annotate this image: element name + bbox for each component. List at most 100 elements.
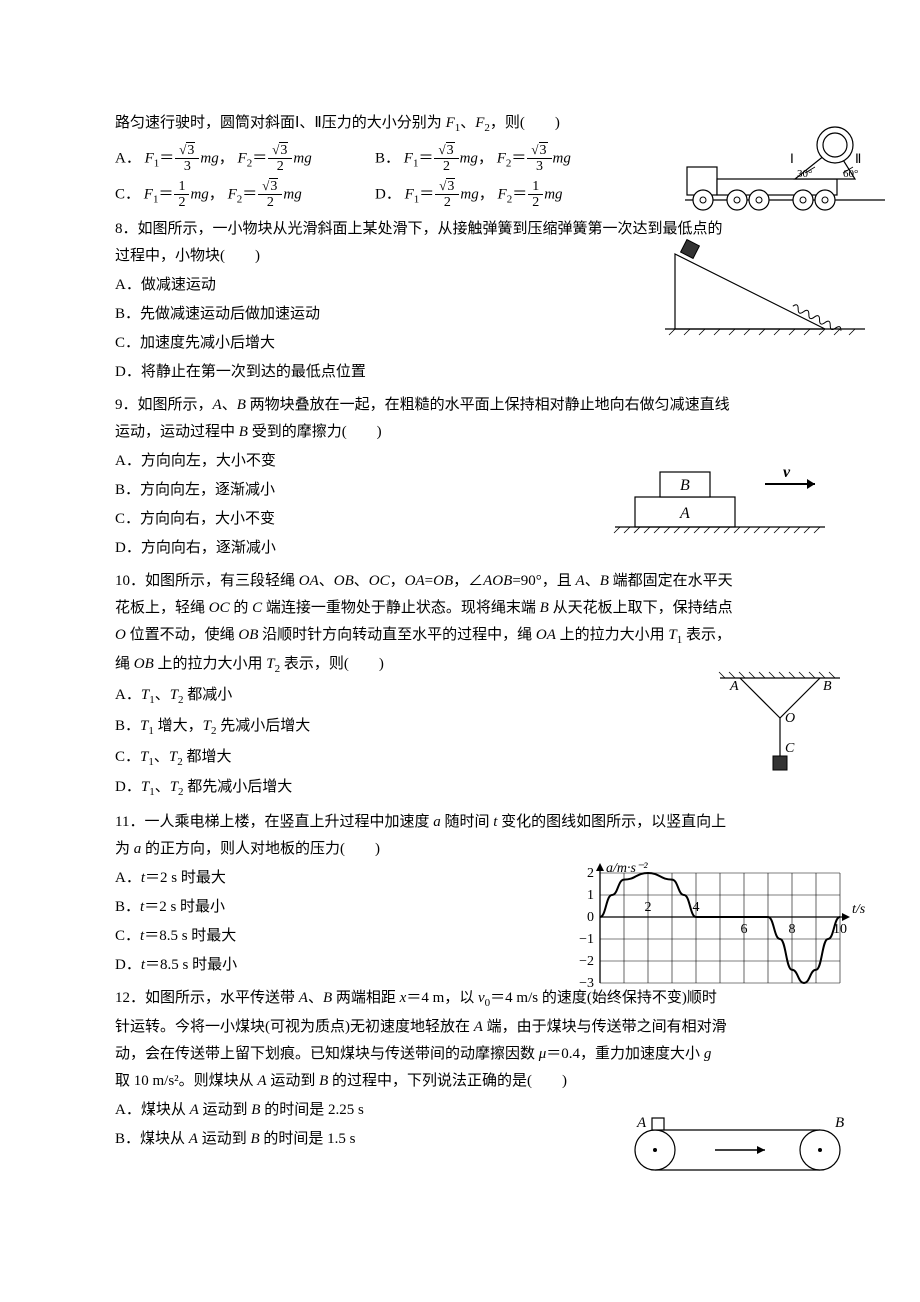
q8-stem-l1: 8．如图所示，一小物块从光滑斜面上某处滑下，从接触弹簧到压缩弹簧第一次达到最低点…	[115, 216, 825, 243]
q9-fig-B: B	[680, 477, 690, 494]
t: 上的拉力大小用	[154, 656, 267, 672]
t: ＝8.5 s 时最小	[145, 957, 237, 973]
v: OA	[405, 573, 425, 589]
t: 的	[230, 600, 253, 616]
incline-svg	[665, 244, 865, 344]
question-10: A B O C 10．如图所示，有三段轻绳 OA、OB、OC，OA=OB，∠AO…	[115, 568, 825, 803]
d: 3	[175, 159, 199, 174]
q8-optD: D．将静止在第一次到达的最低点位置	[115, 359, 825, 386]
t: 、	[222, 397, 237, 413]
t: 运动到	[267, 1073, 320, 1089]
t: 两物块叠放在一起，在粗糙的水平面上保持相对静止地向右做匀减速直线	[246, 397, 730, 413]
v: T	[203, 718, 211, 734]
v: C	[252, 600, 262, 616]
t: 先减小后增大	[216, 718, 310, 734]
angle-60: 60°	[843, 168, 858, 180]
q7-tail: ，则( )	[490, 115, 560, 131]
B: B	[237, 397, 246, 413]
svg-text:t/s: t/s	[852, 902, 866, 917]
mg: mg	[544, 186, 562, 202]
mg: mg	[293, 150, 311, 166]
d: 2	[528, 195, 543, 210]
t: ＝0.4，重力加速度大小	[546, 1046, 704, 1062]
q10-stem-l2: 花板上，轻绳 OC 的 C 端连接一重物处于静止状态。现将绳末端 B 从天花板上…	[115, 595, 825, 622]
q9-fig-v: v	[783, 464, 791, 481]
label-II: Ⅱ	[855, 151, 861, 166]
blocks-svg: B A v	[615, 462, 835, 547]
d: 2	[268, 159, 292, 174]
t: 为	[115, 841, 134, 857]
A: A	[213, 397, 222, 413]
t: 端，由于煤块与传送带之间有相对滑	[483, 1019, 727, 1035]
t: 表示，	[682, 627, 731, 643]
v: OC	[369, 573, 390, 589]
q12-stem-l2: 针运转。今将一小煤块(可视为质点)无初速度地轻放在 A 端，由于煤块与传送带之间…	[115, 1014, 825, 1041]
v: AOB	[483, 573, 512, 589]
q7-D-label: D．	[375, 186, 401, 202]
svg-text:2: 2	[587, 866, 594, 881]
mg: mg	[190, 186, 208, 202]
d: 2	[258, 195, 282, 210]
t: B．	[115, 899, 140, 915]
rt: 3	[446, 178, 455, 194]
t: 端连接一重物处于静止状态。现将绳末端	[262, 600, 540, 616]
t: 、	[155, 687, 170, 703]
v: OB	[433, 573, 453, 589]
t: 9．如图所示，	[115, 397, 213, 413]
t: C．	[115, 928, 140, 944]
t: 、	[319, 573, 334, 589]
v: T	[141, 779, 149, 795]
t: 从天花板上取下，保持结点	[549, 600, 733, 616]
t: 运动到	[198, 1131, 251, 1147]
v: B	[323, 990, 332, 1006]
t: D．	[115, 779, 141, 795]
t: ＝4 m，以	[406, 990, 478, 1006]
q7-C-label: C．	[115, 186, 140, 202]
t: 运动，运动过程中	[115, 424, 239, 440]
q10-fig-A: A	[729, 679, 739, 694]
q7-optB: B． F1＝32mg， F2＝33mg	[375, 143, 635, 175]
t: 、	[585, 573, 600, 589]
t: 绳	[115, 656, 134, 672]
mg: mg	[460, 150, 478, 166]
rt: 3	[539, 142, 548, 158]
v: OA	[536, 627, 556, 643]
accel-chart: −3−2−1012246810a/m·s⁻²t/s	[565, 861, 865, 996]
B: B	[239, 424, 248, 440]
v: A	[190, 1102, 199, 1118]
t: 端都固定在水平天	[609, 573, 733, 589]
svg-text:−1: −1	[579, 932, 594, 947]
q9-stem-l2: 运动，运动过程中 B 受到的摩擦力( )	[115, 419, 825, 446]
v: B	[540, 600, 549, 616]
c: ，	[219, 150, 234, 166]
q11-stem-l1: 11．一人乘电梯上楼，在竖直上升过程中加速度 a 随时间 t 变化的图线如图所示…	[115, 809, 825, 836]
svg-text:8: 8	[789, 922, 796, 937]
t: 、	[155, 779, 170, 795]
t: 随时间	[441, 814, 494, 830]
svg-text:4: 4	[693, 900, 700, 915]
truck-svg: 30° 60° Ⅰ Ⅱ	[685, 125, 885, 220]
t: 、	[308, 990, 323, 1006]
question-9: B A v 9．如图所示，A、B 两物块叠放在一起，在粗糙的水平面上保持相对静	[115, 392, 825, 562]
q7-stem-text: 路匀速行驶时，圆筒对斜面Ⅰ、Ⅱ压力的大小分别为	[115, 115, 442, 131]
t: ，∠	[453, 573, 483, 589]
q7-optA: A． F1＝33mg， F2＝32mg	[115, 143, 375, 175]
q10-stem-l1: 10．如图所示，有三段轻绳 OA、OB、OC，OA=OB，∠AOB=90°，且 …	[115, 568, 825, 595]
n: 1	[174, 179, 189, 195]
v: O	[115, 627, 126, 643]
question-8: 8．如图所示，一小物块从光滑斜面上某处滑下，从接触弹簧到压缩弹簧第一次达到最低点…	[115, 216, 825, 386]
q7-optD: D． F1＝32mg， F2＝12mg	[375, 179, 635, 211]
t: 变化的图线如图所示，以竖直向上	[497, 814, 726, 830]
v: A	[474, 1019, 483, 1035]
v: OB	[334, 573, 354, 589]
t: 的过程中，下列说法正确的是( )	[328, 1073, 567, 1089]
svg-text:1: 1	[587, 888, 594, 903]
t: =90°，且	[512, 573, 575, 589]
t: 两端相距	[332, 990, 400, 1006]
rt: 3	[269, 178, 278, 194]
d: 2	[434, 159, 458, 174]
c: ，	[209, 186, 224, 202]
rt: 3	[446, 142, 455, 158]
t: 的时间是 2.25 s	[260, 1102, 363, 1118]
q7-B-label: B．	[375, 150, 400, 166]
